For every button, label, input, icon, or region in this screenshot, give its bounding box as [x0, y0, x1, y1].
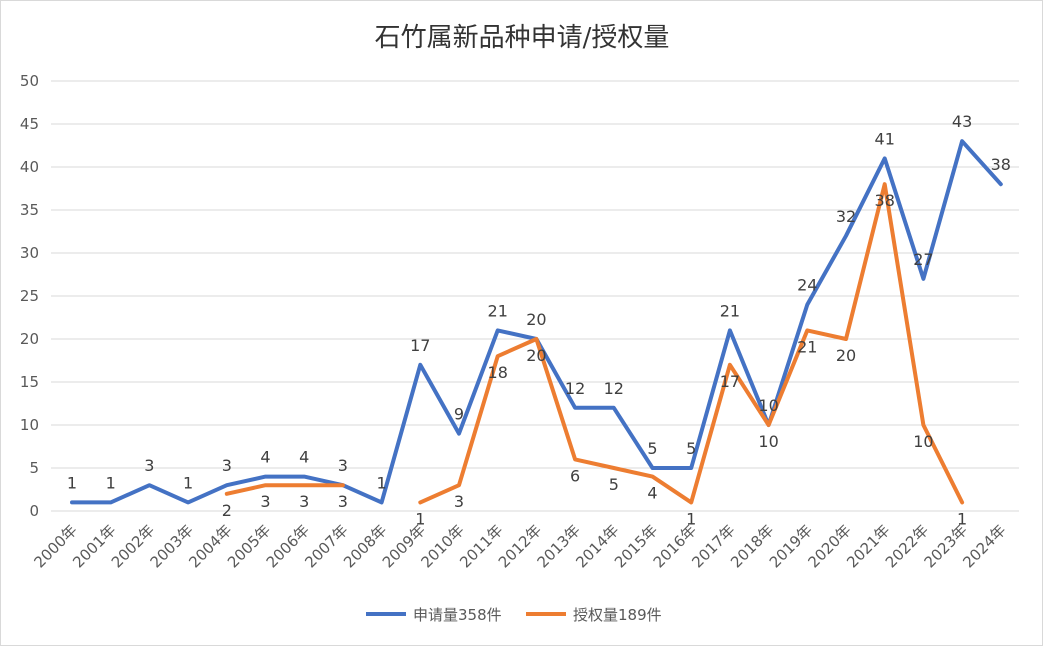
- data-label: 3: [454, 492, 464, 511]
- data-label: 3: [338, 456, 348, 475]
- data-label: 2: [222, 501, 232, 520]
- legend-label: 申请量358件: [413, 606, 502, 624]
- y-tick-label: 0: [29, 502, 39, 520]
- data-label: 4: [260, 448, 270, 467]
- data-label: 1: [67, 473, 77, 492]
- y-tick-label: 25: [20, 287, 39, 305]
- data-label: 21: [797, 337, 817, 356]
- x-tick-label: 2024年: [959, 521, 1009, 571]
- legend-label: 授权量189件: [573, 606, 662, 624]
- data-label: 10: [758, 432, 778, 451]
- y-tick-label: 45: [20, 115, 39, 133]
- data-label: 1: [377, 473, 387, 492]
- y-tick-label: 15: [20, 373, 39, 391]
- data-label: 10: [758, 396, 778, 415]
- data-label: 6: [570, 466, 580, 485]
- y-tick-label: 20: [20, 330, 39, 348]
- data-label: 4: [299, 448, 309, 467]
- y-tick-label: 30: [20, 244, 39, 262]
- data-label: 3: [299, 492, 309, 511]
- data-label: 12: [604, 379, 624, 398]
- data-label: 1: [183, 473, 193, 492]
- data-label: 10: [913, 432, 933, 451]
- data-label: 38: [991, 155, 1011, 174]
- data-label: 24: [797, 276, 817, 295]
- data-label: 5: [647, 439, 657, 458]
- data-label: 32: [836, 207, 856, 226]
- data-label: 1: [686, 509, 696, 528]
- data-label: 18: [488, 363, 508, 382]
- y-tick-label: 40: [20, 158, 39, 176]
- data-label: 43: [952, 112, 972, 131]
- data-label: 12: [565, 379, 585, 398]
- chart-title: 石竹属新品种申请/授权量: [375, 23, 670, 53]
- data-label: 27: [913, 250, 933, 269]
- data-label: 20: [526, 346, 546, 365]
- data-label: 21: [720, 301, 740, 320]
- data-label: 20: [836, 346, 856, 365]
- y-tick-label: 50: [20, 72, 39, 90]
- data-label: 5: [609, 475, 619, 494]
- data-label: 1: [957, 509, 967, 528]
- data-label: 4: [647, 484, 657, 503]
- data-label: 20: [526, 310, 546, 329]
- data-label: 3: [222, 456, 232, 475]
- data-label: 17: [720, 372, 740, 391]
- data-label: 1: [415, 509, 425, 528]
- data-label: 41: [875, 129, 895, 148]
- data-label: 5: [686, 439, 696, 458]
- data-label: 3: [338, 492, 348, 511]
- data-label: 21: [488, 301, 508, 320]
- data-label: 17: [410, 336, 430, 355]
- series-line: [418, 182, 965, 505]
- data-label: 1: [106, 473, 116, 492]
- y-tick-label: 5: [29, 459, 39, 477]
- series-line: [224, 483, 345, 496]
- data-label: 3: [144, 456, 154, 475]
- y-tick-label: 10: [20, 416, 39, 434]
- data-label: 38: [875, 191, 895, 210]
- data-label: 9: [454, 405, 464, 424]
- data-label: 3: [260, 492, 270, 511]
- y-tick-label: 35: [20, 201, 39, 219]
